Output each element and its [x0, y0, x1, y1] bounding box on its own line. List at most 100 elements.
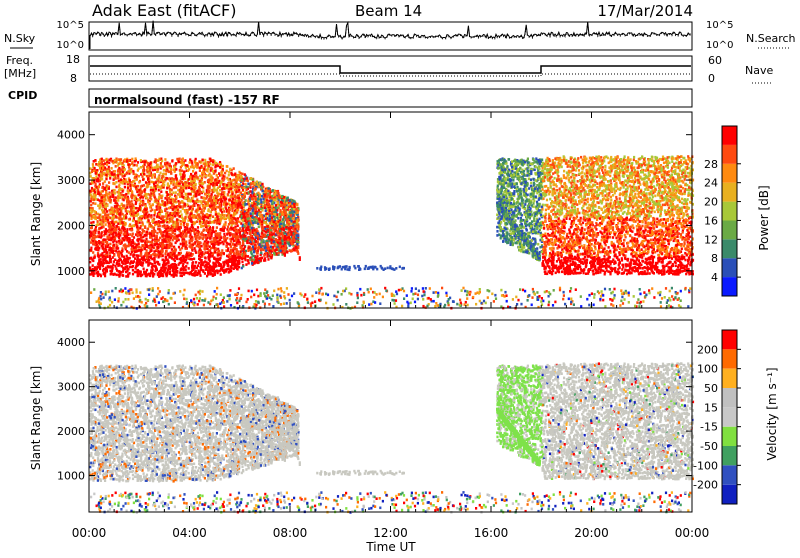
power-cell [138, 167, 140, 170]
power-cell [162, 180, 164, 183]
power-cell [256, 181, 258, 184]
power-cell [146, 240, 148, 243]
power-cell [125, 193, 127, 196]
power-cell [169, 273, 171, 276]
power-cell [121, 182, 123, 185]
power-cell [139, 203, 141, 206]
power-cell [127, 163, 129, 166]
power-cell [261, 257, 263, 260]
power-cell [184, 159, 186, 162]
power-cell [131, 245, 133, 248]
power-cell [115, 186, 117, 189]
power-cell [216, 195, 218, 198]
power-cell [192, 261, 194, 264]
power-cell [184, 184, 186, 187]
nsearch-label: N.Search [746, 32, 796, 45]
power-cell [250, 249, 252, 252]
power-cell [234, 255, 236, 258]
power-cell [175, 226, 177, 229]
power-cell [261, 195, 263, 198]
power-cell [112, 256, 114, 259]
power-cell [190, 160, 192, 163]
power-cell [161, 200, 163, 203]
power-cell [123, 199, 125, 202]
power-cell [166, 177, 168, 180]
power-cell [137, 240, 139, 243]
power-cell [206, 275, 208, 278]
power-cell [181, 164, 183, 167]
power-cell [265, 215, 267, 218]
power-cell [222, 243, 224, 246]
power-cell [287, 239, 289, 242]
power-cell [171, 160, 173, 163]
power-cell [210, 247, 212, 250]
power-cell [207, 210, 209, 213]
power-cell [112, 249, 114, 252]
power-cell [118, 189, 120, 192]
power-cell [230, 172, 232, 175]
power-cell [260, 198, 262, 201]
power-cell [260, 208, 262, 211]
power-cell [177, 234, 179, 237]
power-cell [92, 251, 94, 254]
power-cell [112, 162, 114, 165]
power-cell [102, 269, 104, 272]
power-cell [248, 203, 250, 206]
power-cell [107, 199, 109, 202]
power-cell [122, 175, 124, 178]
power-cell [141, 257, 143, 260]
power-cell [122, 167, 124, 170]
power-cell [112, 173, 114, 176]
power-cell [198, 186, 200, 189]
power-cell [164, 269, 166, 272]
power-cell [235, 182, 237, 185]
power-cell [109, 177, 111, 180]
power-cell [156, 170, 158, 173]
power-cell [199, 216, 201, 219]
power-cell [192, 170, 194, 173]
power-cell [210, 272, 212, 275]
power-cell [240, 175, 242, 178]
power-cell [132, 233, 134, 236]
power-cell [104, 167, 106, 170]
power-cell [171, 229, 173, 232]
power-cell [161, 166, 163, 169]
power-cell [135, 173, 137, 176]
power-cell [121, 262, 123, 265]
power-cell [132, 220, 134, 223]
power-cell [172, 221, 174, 224]
power-cell [202, 175, 204, 178]
power-cell [156, 165, 158, 168]
power-cell [91, 189, 93, 192]
power-cell [150, 241, 152, 244]
power-cell [155, 161, 157, 164]
power-cell [217, 243, 219, 246]
power-cell [212, 215, 214, 218]
power-cell [90, 222, 92, 225]
power-cell [93, 242, 95, 245]
power-cell [132, 239, 134, 242]
power-cell [194, 265, 196, 268]
power-cell [146, 275, 148, 278]
power-cell [181, 275, 183, 278]
power-cell [194, 271, 196, 274]
power-cell [102, 215, 104, 218]
power-cell [178, 203, 180, 206]
power-cell [151, 176, 153, 179]
power-cell [201, 221, 203, 224]
nsky-panel-frame [89, 22, 692, 50]
power-cell [222, 165, 224, 168]
power-cell [195, 274, 197, 277]
power-cell [90, 198, 92, 201]
power-cell [185, 187, 187, 190]
power-cell [180, 223, 182, 226]
power-cell [202, 205, 204, 208]
power-cell [265, 189, 267, 192]
power-cell [134, 198, 136, 201]
power-cell [100, 275, 102, 278]
power-cell [189, 161, 191, 164]
power-cell [132, 273, 134, 276]
power-cell [175, 168, 177, 171]
power-cell [140, 185, 142, 188]
power-cell [142, 261, 144, 264]
